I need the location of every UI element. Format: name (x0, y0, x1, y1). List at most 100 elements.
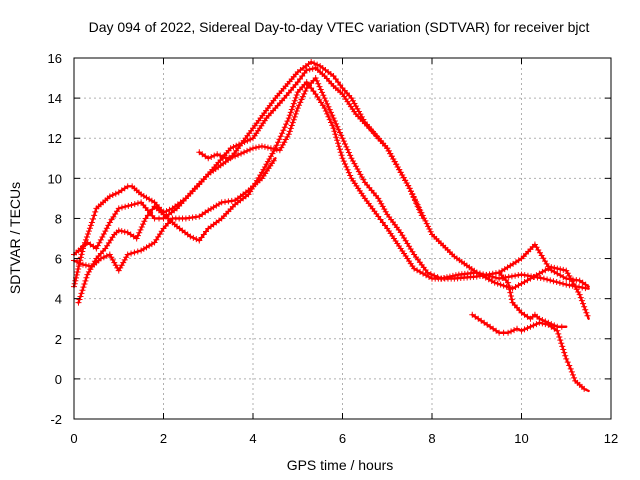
data-marker (357, 171, 364, 178)
data-marker (410, 193, 417, 200)
data-marker (337, 149, 344, 156)
series-layer (71, 59, 591, 393)
data-marker (92, 208, 99, 215)
data-marker (78, 290, 85, 297)
data-marker (422, 217, 429, 224)
data-marker (294, 79, 301, 86)
data-marker (411, 196, 418, 203)
data-marker (255, 143, 262, 150)
data-marker (76, 296, 83, 303)
data-marker (115, 267, 122, 274)
data-marker (286, 112, 293, 119)
data-marker (261, 163, 268, 170)
tick-marks (73, 57, 612, 420)
data-marker (351, 100, 358, 107)
data-marker (205, 155, 212, 162)
data-marker (285, 131, 292, 138)
data-marker (275, 139, 282, 146)
data-marker (276, 136, 283, 143)
data-marker (542, 318, 549, 325)
data-marker (348, 95, 355, 102)
data-marker (83, 233, 90, 240)
data-marker (86, 225, 93, 232)
data-marker (134, 248, 141, 255)
y-tick-label: 6 (55, 252, 62, 267)
data-marker (561, 349, 568, 356)
data-marker (427, 228, 434, 235)
data-marker (313, 77, 320, 84)
data-marker (75, 266, 82, 273)
data-marker (310, 88, 317, 95)
x-tick-label: 4 (249, 431, 256, 446)
data-marker (303, 67, 310, 74)
data-marker (124, 251, 131, 258)
data-marker (407, 188, 414, 195)
data-marker (97, 255, 104, 262)
data-marker (418, 209, 425, 216)
data-marker (437, 275, 444, 282)
data-marker (382, 208, 389, 215)
data-marker (335, 140, 342, 147)
data-marker (134, 232, 141, 239)
data-marker (440, 274, 447, 281)
data-marker (83, 274, 90, 281)
data-marker (294, 105, 301, 112)
data-marker (137, 226, 144, 233)
data-marker (491, 279, 498, 286)
data-marker (121, 228, 128, 235)
data-marker (537, 275, 544, 282)
y-tick-labels: -2 0 2 4 6 8 10 12 14 16 (48, 51, 62, 427)
data-marker (220, 153, 227, 160)
data-marker (327, 119, 334, 126)
data-marker (238, 150, 245, 157)
data-marker (82, 262, 89, 269)
chart-title: Day 094 of 2022, Sidereal Day-to-day VTE… (89, 19, 590, 35)
data-marker (449, 272, 456, 279)
data-marker (340, 158, 347, 165)
data-marker (302, 87, 309, 94)
data-marker (149, 206, 156, 213)
data-marker (427, 271, 434, 278)
data-marker (109, 192, 116, 199)
data-marker (452, 272, 459, 279)
data-marker (281, 124, 288, 131)
data-marker (553, 279, 560, 286)
data-marker (544, 276, 551, 283)
data-marker (232, 153, 239, 160)
data-marker (267, 153, 274, 160)
series-trace-7 (496, 269, 568, 330)
data-marker (518, 327, 525, 334)
data-marker (196, 237, 203, 244)
data-marker (73, 271, 80, 278)
data-marker (527, 323, 534, 330)
data-marker (443, 274, 450, 281)
series-line (72, 60, 425, 288)
data-marker (128, 250, 135, 257)
data-marker (569, 371, 576, 378)
series-line (72, 157, 277, 272)
data-marker (425, 223, 432, 230)
data-marker (413, 198, 420, 205)
data-marker (566, 276, 573, 283)
data-marker (287, 125, 294, 132)
data-marker (558, 340, 565, 347)
data-marker (218, 199, 225, 206)
data-marker (320, 92, 327, 99)
x-tick-label: 10 (514, 431, 528, 446)
data-marker (486, 271, 493, 278)
data-marker (578, 297, 585, 304)
data-marker (400, 174, 407, 181)
data-marker (530, 322, 537, 329)
data-marker (74, 268, 81, 275)
data-marker (322, 97, 329, 104)
data-marker (336, 129, 343, 136)
data-marker (497, 281, 504, 288)
data-marker (379, 219, 386, 226)
data-marker (349, 157, 356, 164)
data-marker (273, 146, 280, 153)
series-trace-1 (71, 59, 425, 290)
data-marker (198, 234, 205, 241)
data-marker (290, 100, 297, 107)
data-marker (334, 137, 341, 144)
data-marker (292, 94, 299, 101)
